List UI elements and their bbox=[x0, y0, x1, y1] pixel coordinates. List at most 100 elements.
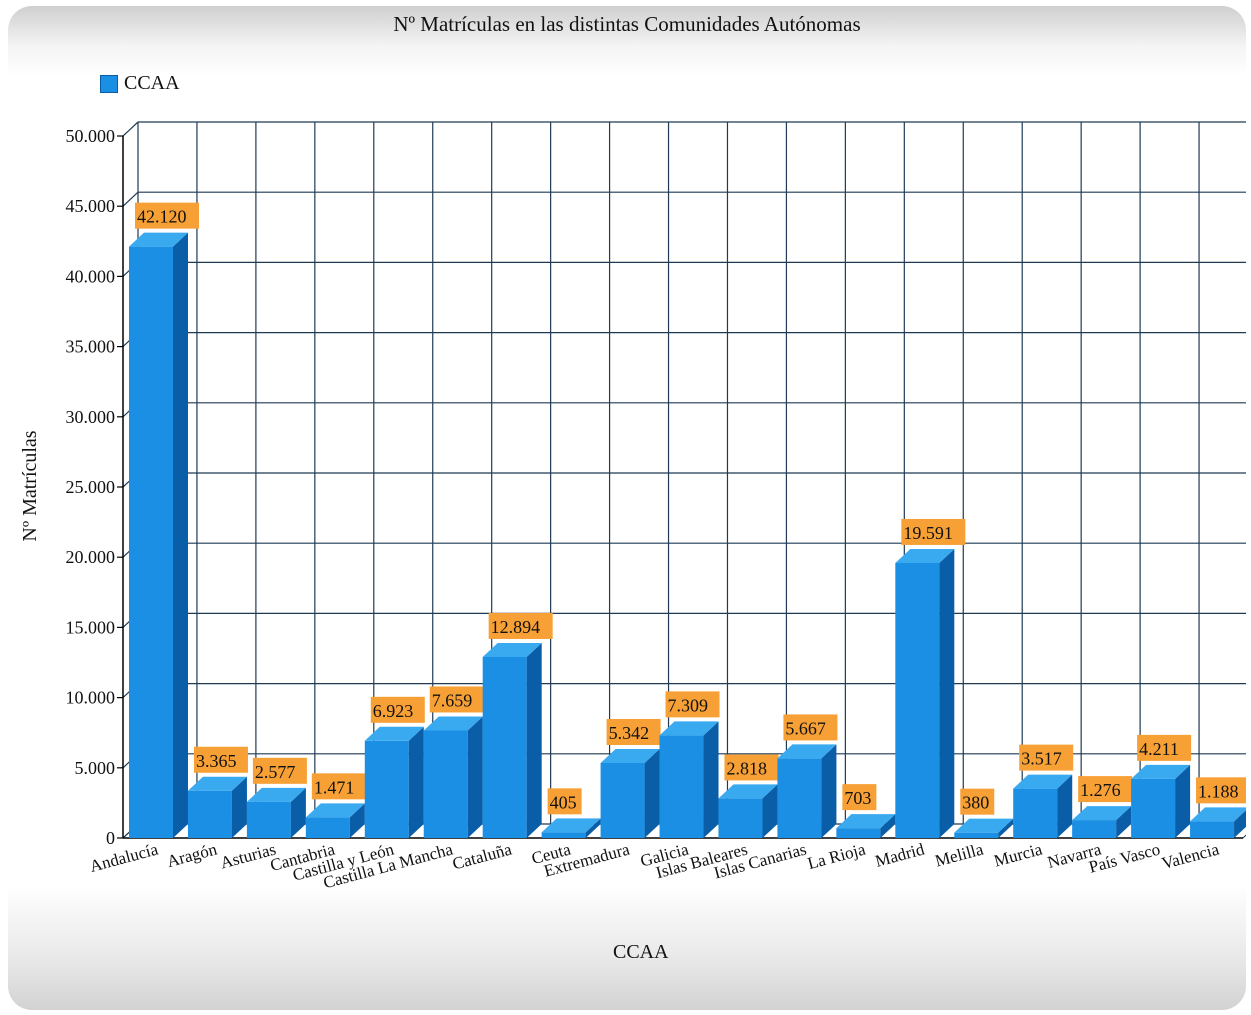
data-label: 2.818 bbox=[726, 758, 767, 778]
x-tick-label: Madrid bbox=[873, 839, 927, 870]
bar-side bbox=[173, 232, 188, 838]
bar-front bbox=[895, 562, 940, 838]
bar-front bbox=[718, 798, 763, 838]
bar-top bbox=[305, 803, 365, 818]
bar-side bbox=[231, 776, 247, 838]
bar-top bbox=[718, 784, 778, 799]
bar-top bbox=[1190, 807, 1246, 822]
legend: CCAA bbox=[100, 72, 180, 95]
data-label-box bbox=[1196, 777, 1246, 804]
bar-top bbox=[836, 814, 896, 829]
bar-side bbox=[1175, 764, 1191, 838]
bar-top bbox=[777, 744, 837, 759]
data-label: 42.120 bbox=[137, 207, 187, 227]
bar-chart: 0 5.000 10.000 15.000 20.000 25.000 30.000 35.0… bbox=[19, 121, 1246, 963]
x-tick-label: Murcia bbox=[992, 839, 1045, 870]
bar-top bbox=[600, 748, 660, 763]
bar-front bbox=[129, 246, 173, 838]
data-label-box bbox=[1019, 744, 1074, 771]
bar-side bbox=[467, 716, 483, 838]
bar-front bbox=[1131, 778, 1176, 838]
data-label: 1.471 bbox=[314, 777, 355, 797]
data-label-box bbox=[252, 757, 307, 784]
bar-top bbox=[246, 787, 306, 802]
y-tick-label: 30.000 bbox=[66, 407, 116, 427]
bar-top bbox=[129, 232, 188, 247]
x-tick-label: La Rioja bbox=[805, 839, 867, 873]
y-tick-label: 15.000 bbox=[66, 617, 116, 637]
bar-top bbox=[1013, 774, 1073, 789]
bar-side bbox=[526, 642, 542, 838]
bar-front bbox=[364, 740, 409, 838]
chart-frame: Nº Matrículas en las distintas Comunidad… bbox=[8, 6, 1246, 1010]
x-tick-label: Aragón bbox=[165, 839, 220, 871]
bar-side bbox=[408, 726, 424, 838]
data-label-box bbox=[960, 788, 995, 815]
data-label-box bbox=[842, 784, 877, 811]
bar-side bbox=[821, 744, 837, 838]
x-tick-label: Andalucía bbox=[88, 839, 161, 876]
y-tick-label: 25.000 bbox=[66, 477, 116, 497]
data-label: 1.188 bbox=[1198, 781, 1239, 801]
bar-front bbox=[777, 758, 822, 838]
bar-side bbox=[644, 748, 660, 838]
bar-top bbox=[423, 716, 483, 731]
y-tick-label: 35.000 bbox=[66, 337, 116, 357]
data-label-box bbox=[901, 518, 966, 545]
y-tick-label: 20.000 bbox=[66, 547, 116, 567]
data-label-box bbox=[547, 788, 582, 815]
y-tick-label: 50.000 bbox=[66, 126, 116, 146]
bar-side bbox=[1057, 774, 1073, 838]
bar-front bbox=[541, 832, 586, 838]
y-tick-label: 40.000 bbox=[66, 266, 116, 286]
bar-front bbox=[1072, 820, 1117, 838]
legend-label: CCAA bbox=[124, 72, 180, 94]
bar-top bbox=[1131, 764, 1191, 779]
data-label: 7.309 bbox=[668, 695, 709, 715]
data-label: 12.894 bbox=[491, 617, 541, 637]
x-tick-label: Melilla bbox=[933, 839, 986, 870]
data-label-box bbox=[606, 718, 661, 745]
bar-front bbox=[1190, 821, 1235, 838]
data-label-box bbox=[311, 773, 366, 800]
bar-front bbox=[246, 801, 291, 838]
bar-top bbox=[659, 721, 719, 736]
data-label-box bbox=[429, 686, 484, 713]
x-tick-label: Cataluña bbox=[450, 839, 514, 873]
data-label: 1.276 bbox=[1080, 780, 1121, 800]
bar-top bbox=[541, 818, 601, 833]
data-label-box bbox=[665, 691, 720, 718]
data-label: 5.342 bbox=[609, 723, 650, 743]
bar-side bbox=[1116, 806, 1132, 838]
bar-side bbox=[1234, 810, 1246, 838]
bar-side bbox=[349, 803, 365, 838]
bar-side bbox=[290, 787, 306, 838]
legend-swatch bbox=[100, 74, 118, 93]
data-label: 2.577 bbox=[255, 762, 295, 782]
bar-side bbox=[939, 548, 955, 838]
bar-front bbox=[423, 730, 468, 838]
data-label-box bbox=[724, 754, 779, 781]
x-tick-label: Valencia bbox=[1160, 839, 1222, 873]
bar-front bbox=[482, 656, 527, 838]
bar-side bbox=[703, 721, 719, 838]
data-label: 405 bbox=[550, 792, 577, 812]
bar-top bbox=[187, 776, 247, 791]
data-label-box bbox=[1137, 734, 1192, 761]
data-label-box bbox=[370, 696, 425, 723]
bar-front bbox=[836, 828, 881, 838]
data-label: 19.591 bbox=[903, 523, 953, 543]
gridline-wall-connector bbox=[122, 121, 139, 137]
bar-top bbox=[954, 818, 1014, 833]
bar-front bbox=[600, 762, 645, 838]
bar-side bbox=[880, 814, 896, 838]
data-label: 5.667 bbox=[785, 718, 826, 738]
bar-side bbox=[762, 784, 778, 838]
data-label-box bbox=[488, 612, 553, 639]
bar-front bbox=[954, 832, 999, 838]
bar-front bbox=[1013, 788, 1058, 838]
chart-title: Nº Matrículas en las distintas Comunidad… bbox=[393, 12, 861, 36]
x-axis-title: CCAA bbox=[613, 941, 669, 963]
y-tick-label: 45.000 bbox=[66, 196, 116, 216]
data-label-box bbox=[783, 714, 838, 741]
